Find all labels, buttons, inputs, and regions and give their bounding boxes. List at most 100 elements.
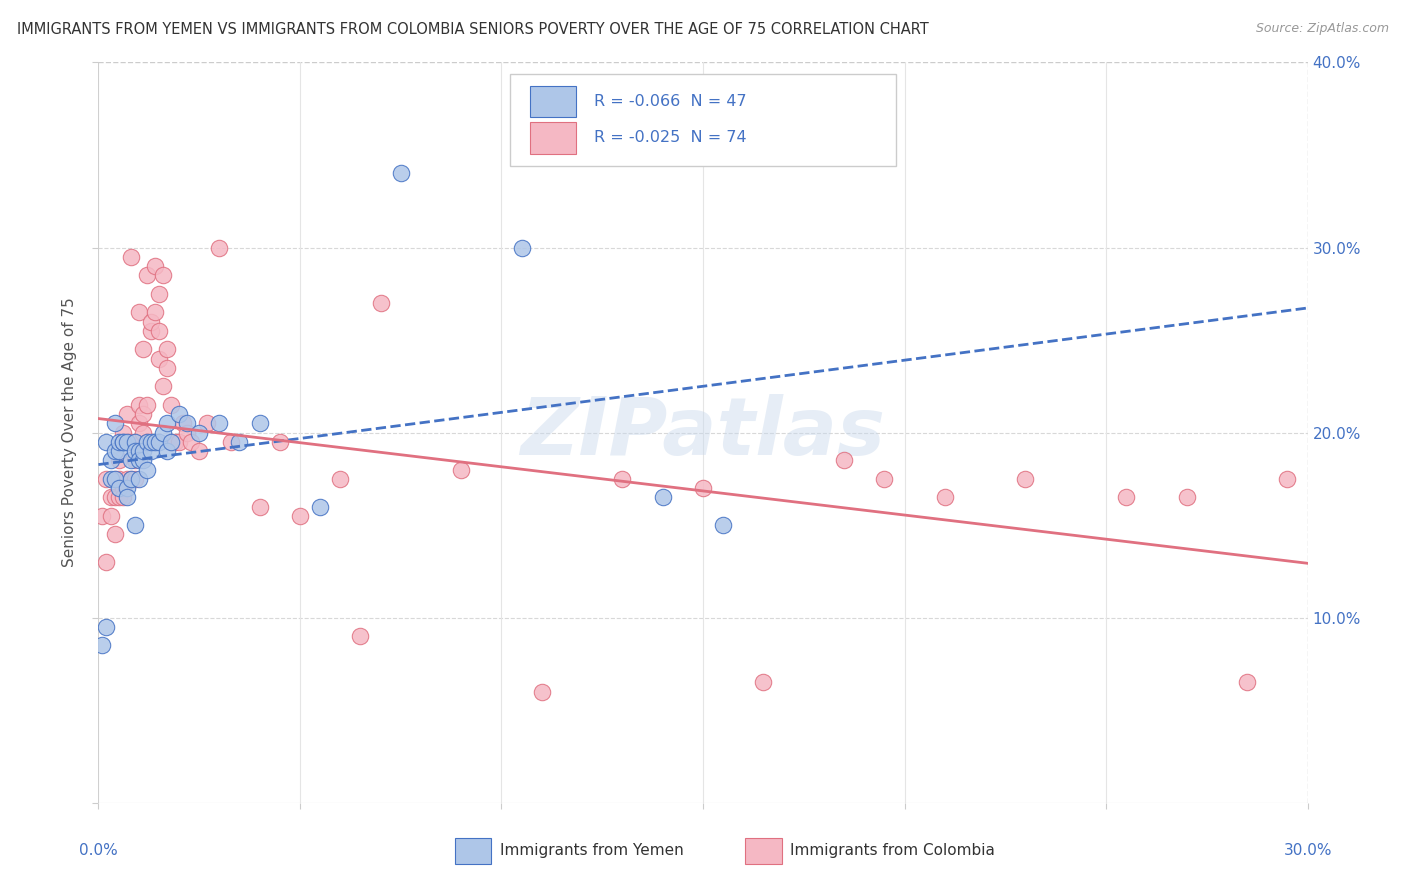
- Bar: [456, 838, 492, 864]
- Point: [111, 481, 134, 495]
- Point: [148, 434, 170, 449]
- Point: [167, 434, 190, 449]
- Point: [1277, 472, 1299, 486]
- Point: [389, 166, 412, 180]
- Point: [107, 472, 129, 486]
- Point: [309, 500, 332, 514]
- Point: [156, 417, 179, 431]
- Point: [176, 417, 198, 431]
- Point: [143, 305, 166, 319]
- Point: [124, 444, 146, 458]
- Point: [139, 434, 162, 449]
- Text: Immigrants from Colombia: Immigrants from Colombia: [790, 844, 995, 858]
- Point: [269, 434, 291, 449]
- Point: [111, 425, 134, 440]
- Point: [135, 434, 157, 449]
- Point: [139, 324, 162, 338]
- Point: [143, 434, 166, 449]
- Point: [107, 491, 129, 505]
- Point: [139, 444, 162, 458]
- Point: [180, 434, 202, 449]
- Point: [167, 407, 190, 421]
- Point: [103, 527, 125, 541]
- Point: [221, 434, 243, 449]
- Point: [139, 314, 162, 328]
- Point: [103, 444, 125, 458]
- Point: [132, 407, 155, 421]
- Point: [188, 444, 211, 458]
- Point: [1236, 675, 1258, 690]
- Point: [135, 462, 157, 476]
- Point: [160, 434, 183, 449]
- Point: [115, 491, 138, 505]
- Point: [100, 472, 122, 486]
- Point: [128, 305, 150, 319]
- Point: [107, 434, 129, 449]
- Point: [176, 425, 198, 440]
- Point: [96, 620, 118, 634]
- Bar: [530, 122, 576, 153]
- Point: [128, 417, 150, 431]
- Point: [148, 286, 170, 301]
- Point: [115, 481, 138, 495]
- Point: [160, 398, 183, 412]
- Point: [120, 472, 142, 486]
- Point: [120, 434, 142, 449]
- Text: IMMIGRANTS FROM YEMEN VS IMMIGRANTS FROM COLOMBIA SENIORS POVERTY OVER THE AGE O: IMMIGRANTS FROM YEMEN VS IMMIGRANTS FROM…: [17, 22, 928, 37]
- Point: [228, 434, 250, 449]
- Point: [103, 472, 125, 486]
- Point: [530, 685, 553, 699]
- Point: [249, 500, 271, 514]
- Point: [107, 444, 129, 458]
- Point: [100, 491, 122, 505]
- Point: [752, 675, 775, 690]
- Y-axis label: Seniors Poverty Over the Age of 75: Seniors Poverty Over the Age of 75: [62, 298, 77, 567]
- Point: [111, 434, 134, 449]
- Point: [115, 434, 138, 449]
- Point: [100, 453, 122, 467]
- Point: [711, 518, 734, 533]
- Point: [107, 481, 129, 495]
- Point: [120, 453, 142, 467]
- Point: [124, 472, 146, 486]
- FancyBboxPatch shape: [509, 73, 897, 166]
- Point: [1014, 472, 1036, 486]
- Point: [148, 324, 170, 338]
- Point: [124, 434, 146, 449]
- Point: [450, 462, 472, 476]
- Point: [128, 444, 150, 458]
- Point: [120, 250, 142, 264]
- Point: [156, 343, 179, 357]
- Point: [96, 555, 118, 569]
- Bar: [745, 838, 782, 864]
- Point: [128, 398, 150, 412]
- Point: [152, 379, 174, 393]
- Point: [156, 360, 179, 375]
- Point: [132, 453, 155, 467]
- Point: [873, 472, 896, 486]
- Point: [124, 434, 146, 449]
- Text: Source: ZipAtlas.com: Source: ZipAtlas.com: [1256, 22, 1389, 36]
- Point: [100, 508, 122, 523]
- Point: [128, 472, 150, 486]
- Point: [132, 343, 155, 357]
- Point: [156, 444, 179, 458]
- Point: [96, 434, 118, 449]
- Point: [115, 472, 138, 486]
- Point: [188, 425, 211, 440]
- Point: [249, 417, 271, 431]
- Point: [124, 453, 146, 467]
- Text: 0.0%: 0.0%: [79, 843, 118, 857]
- Point: [152, 425, 174, 440]
- Point: [148, 351, 170, 366]
- Point: [832, 453, 855, 467]
- Point: [651, 491, 673, 505]
- Text: ZIPatlas: ZIPatlas: [520, 393, 886, 472]
- Point: [1175, 491, 1198, 505]
- Point: [107, 453, 129, 467]
- Point: [91, 508, 114, 523]
- Point: [195, 417, 218, 431]
- Point: [132, 444, 155, 458]
- Point: [163, 434, 186, 449]
- Point: [208, 417, 231, 431]
